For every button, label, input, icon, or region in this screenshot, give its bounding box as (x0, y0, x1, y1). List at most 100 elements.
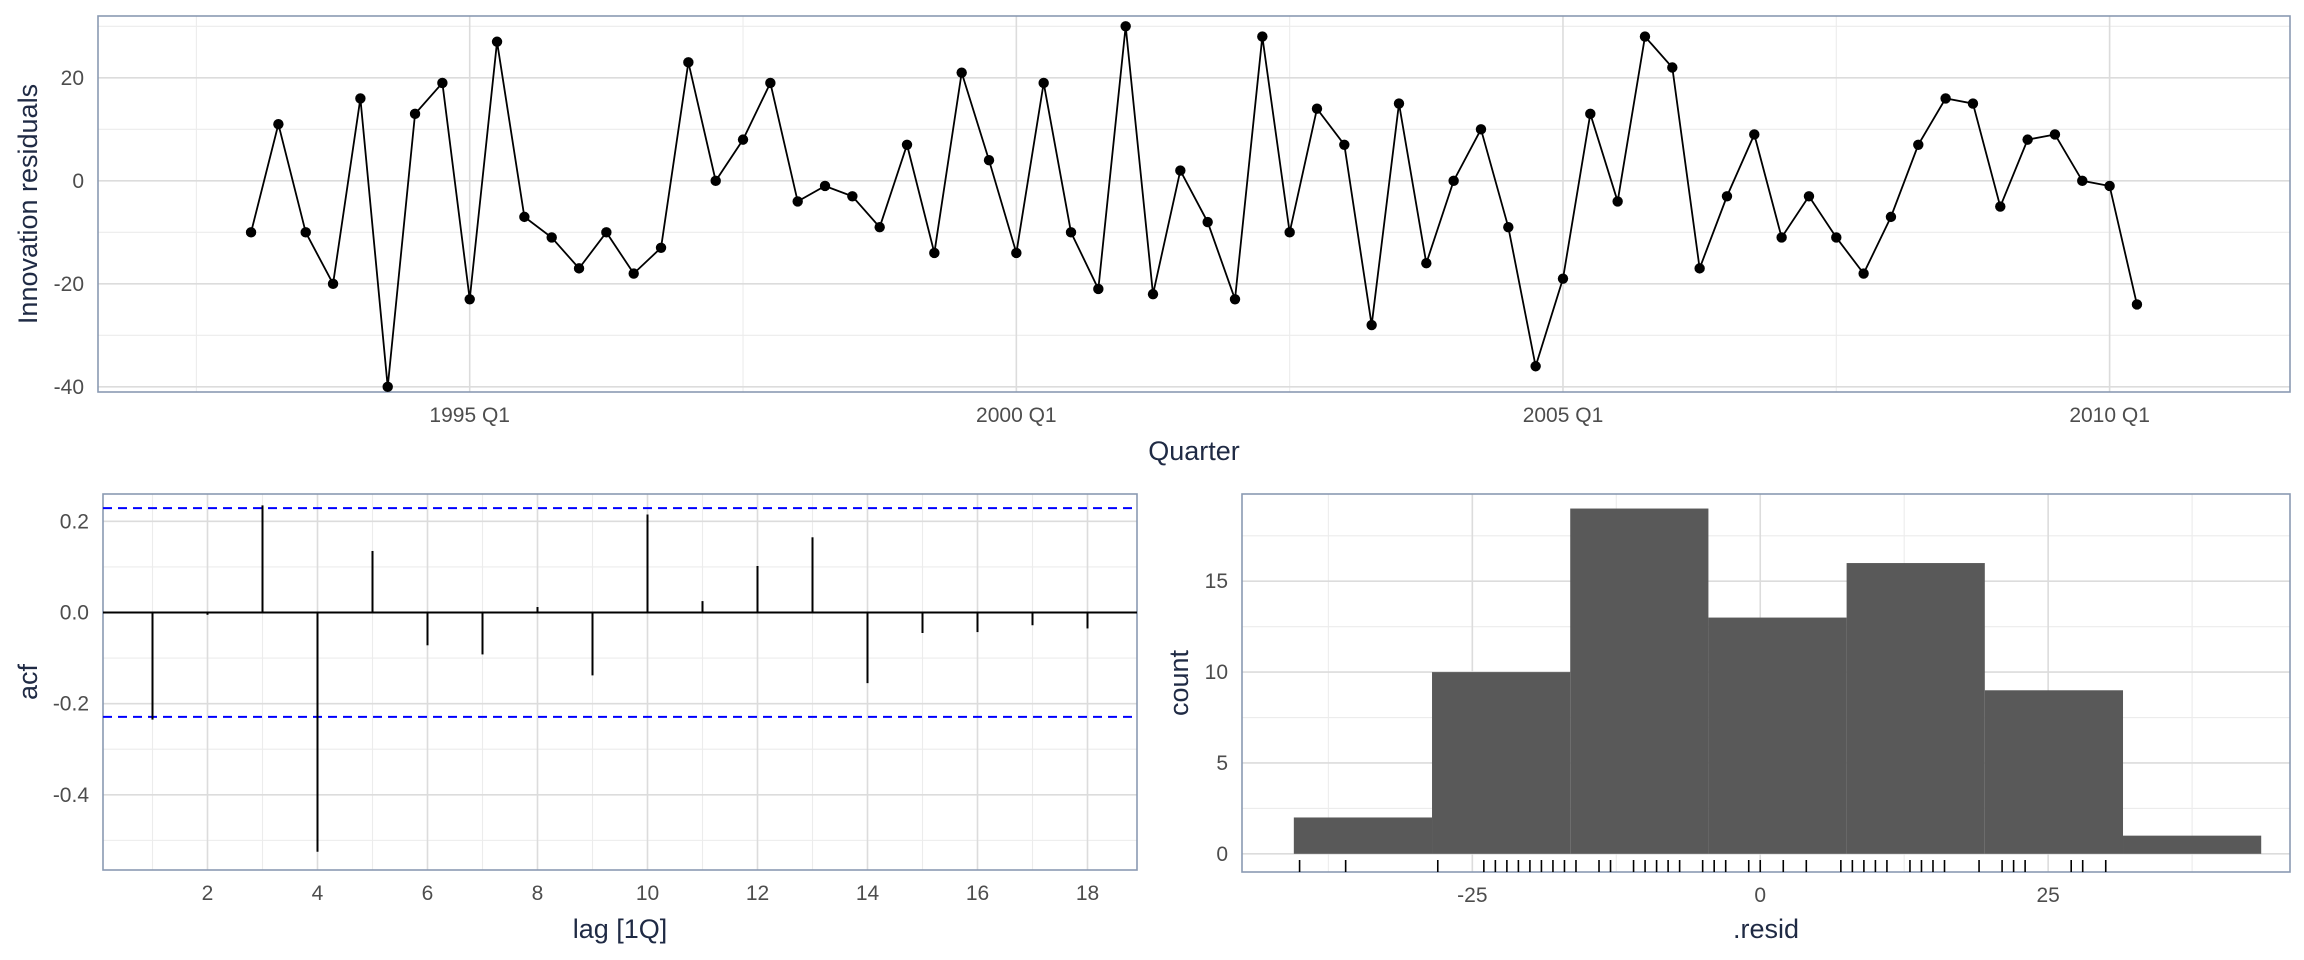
residual-point (1831, 232, 1842, 243)
histogram-bar (1708, 617, 1847, 854)
x-tick-label: 2000 Q1 (976, 404, 1057, 427)
y-tick-label: 0.0 (60, 601, 89, 624)
residual-point (792, 196, 803, 207)
residual-point (1585, 108, 1596, 120)
x-tick-label: -25 (1457, 884, 1487, 907)
residual-point (901, 139, 913, 150)
histogram-bar (1570, 508, 1709, 854)
residual-point (1612, 196, 1623, 207)
residual-point (1421, 258, 1432, 269)
panel-border (1241, 493, 2291, 873)
residual-point (1257, 31, 1268, 42)
x-tick-label: 18 (1076, 882, 1099, 905)
y-axis-title: count (1164, 649, 1194, 716)
residual-point (1667, 62, 1678, 73)
residual-point (355, 93, 366, 104)
residual-point (1967, 98, 1979, 109)
x-tick-label: 8 (532, 882, 544, 905)
y-tick-label: -0.2 (53, 693, 89, 716)
residual-point (2022, 134, 2033, 145)
residual-point (1038, 77, 1049, 89)
y-axis-title: Innovation residuals (13, 84, 43, 324)
residual-point (1503, 221, 1514, 233)
residual-point (1202, 216, 1213, 228)
residual-point (382, 381, 393, 393)
residual-point (1639, 31, 1651, 42)
residual-point (1175, 165, 1186, 176)
x-tick-label: 0 (1754, 884, 1766, 907)
histogram-bar (1293, 817, 1433, 854)
y-tick-label: 0 (1216, 843, 1228, 866)
residual-point (1011, 247, 1022, 259)
residual-point (437, 77, 448, 89)
residual-point (874, 221, 885, 233)
y-tick-label: 5 (1216, 752, 1228, 775)
residual-point (1940, 93, 1951, 104)
residual-point (1448, 175, 1459, 187)
histogram-bar (1984, 690, 2124, 854)
residual-point (1721, 191, 1733, 202)
residual-point (1284, 227, 1295, 238)
x-tick-label: 12 (746, 882, 769, 905)
residual-point (546, 232, 557, 243)
residual-point (710, 175, 721, 187)
residual-point (2049, 129, 2061, 140)
residual-point (1393, 98, 1405, 109)
x-tick-label: 4 (312, 882, 324, 905)
residual-point (1995, 201, 2006, 212)
histogram-bar (1846, 563, 1985, 854)
residual-point (1803, 191, 1815, 202)
x-axis-title: Quarter (1148, 436, 1240, 466)
residual-point (1093, 283, 1104, 295)
residual-point (683, 57, 694, 68)
x-tick-label: 2 (202, 882, 214, 905)
residual-point (765, 77, 776, 89)
x-tick-label: 1995 Q1 (429, 404, 510, 427)
x-axis-title: lag [1Q] (573, 914, 668, 944)
residual-point (519, 211, 530, 223)
residual-point (1530, 361, 1541, 372)
histogram-bar (1432, 672, 1571, 854)
residual-point (273, 118, 284, 130)
y-tick-label: 15 (1205, 570, 1228, 593)
residual-point (1065, 227, 1077, 238)
x-tick-label: 10 (636, 882, 659, 905)
panel-border (102, 493, 1138, 871)
histogram-bar (2123, 835, 2262, 854)
residual-point (929, 247, 940, 259)
x-tick-label: 6 (422, 882, 434, 905)
x-axis-title: .resid (1733, 914, 1799, 944)
residual-point (409, 108, 421, 120)
residual-point (1858, 268, 1869, 279)
residual-point (847, 191, 858, 202)
x-tick-label: 14 (856, 882, 880, 905)
residual-point (2131, 299, 2143, 310)
residual-point (1776, 232, 1787, 243)
residual-point (1475, 124, 1487, 135)
residual-point (300, 227, 311, 238)
residual-point (737, 134, 749, 145)
residual-point (245, 227, 257, 238)
residual-point (464, 294, 475, 305)
residual-point (327, 278, 339, 290)
residual-point (1120, 21, 1131, 32)
x-tick-label: 2010 Q1 (2069, 404, 2150, 427)
residual-point (491, 36, 503, 47)
y-tick-label: 10 (1205, 661, 1228, 684)
residual-point (573, 263, 585, 274)
y-tick-label: 0.2 (60, 510, 89, 533)
residual-point (2077, 175, 2088, 187)
residual-point (1749, 129, 1760, 140)
panel-border (97, 15, 2291, 393)
residual-point (1229, 294, 1241, 305)
y-tick-label: 0 (72, 170, 84, 193)
x-tick-label: 16 (966, 882, 989, 905)
y-tick-label: -0.4 (53, 784, 90, 807)
residual-point (1339, 139, 1350, 150)
y-tick-label: 20 (61, 67, 84, 90)
residual-point (1694, 263, 1705, 274)
residual-point (1147, 288, 1159, 300)
residual-point (601, 227, 612, 238)
